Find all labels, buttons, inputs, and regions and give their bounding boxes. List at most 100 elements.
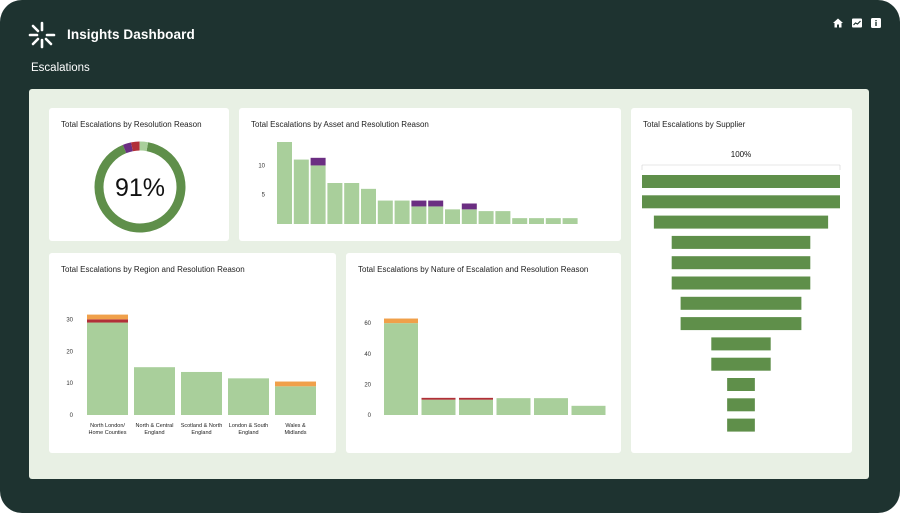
bar-segment-purple — [310, 157, 326, 166]
x-category-label: Midlands — [284, 430, 306, 436]
home-icon[interactable] — [832, 17, 844, 29]
y-tick-label: 20 — [364, 382, 371, 388]
x-category-label: Home Counties — [89, 430, 127, 436]
funnel-bar — [711, 357, 771, 371]
bar-segment — [181, 371, 222, 415]
donut-slice — [131, 141, 140, 152]
y-tick-label: 30 — [66, 317, 73, 323]
y-tick-label: 0 — [70, 413, 74, 419]
bar — [534, 398, 568, 415]
header-actions — [832, 17, 882, 29]
bar — [445, 209, 460, 224]
bar — [529, 218, 544, 224]
card-title: Total Escalations by Region and Resoluti… — [61, 265, 245, 274]
card-asset[interactable]: Total Escalations by Asset and Resolutio… — [239, 108, 621, 241]
info-icon[interactable] — [870, 17, 882, 29]
bar — [411, 206, 427, 224]
donut-chart: 91% — [94, 141, 186, 233]
bar — [277, 142, 292, 224]
bar — [459, 399, 493, 415]
bar — [377, 200, 393, 224]
bar — [496, 398, 531, 415]
x-category-label: England — [238, 430, 258, 436]
bar — [571, 405, 606, 415]
card-supplier[interactable]: Total Escalations by Supplier 100% — [631, 108, 852, 453]
funnel-bar — [711, 337, 771, 351]
bar-segment — [134, 367, 175, 415]
page-title: Escalations — [31, 62, 90, 74]
funnel-top-label: 100% — [731, 150, 751, 159]
bar — [344, 183, 360, 224]
nature-bar-chart: 0 20 40 60 — [364, 318, 606, 419]
chart-icon[interactable] — [851, 17, 863, 29]
bar — [361, 188, 376, 224]
y-tick-label: 0 — [368, 413, 372, 419]
x-category-label: Scotland & North — [181, 423, 223, 429]
app-title: Insights Dashboard — [67, 27, 195, 42]
funnel-bar — [727, 398, 755, 412]
bar — [461, 209, 477, 224]
card-nature[interactable]: Total Escalations by Nature of Escalatio… — [346, 253, 621, 453]
bar — [512, 218, 528, 224]
bar-segment-purple — [411, 200, 427, 207]
funnel-bar — [671, 235, 811, 249]
donut-slice — [139, 141, 149, 152]
bar-segment-purple — [428, 200, 444, 207]
funnel-bar — [653, 215, 829, 229]
asset-bar-chart: 5 10 — [258, 142, 578, 224]
funnel-bar — [642, 175, 840, 188]
y-tick-label: 20 — [66, 349, 73, 355]
bar — [384, 323, 418, 415]
x-category-label: North & Central — [136, 423, 174, 429]
bar-segment-orange — [384, 318, 418, 324]
card-title: Total Escalations by Supplier — [643, 120, 746, 129]
x-category-label: Wales & — [285, 423, 306, 429]
funnel-bar — [680, 296, 802, 310]
y-tick-label: 60 — [364, 321, 371, 327]
bar — [394, 200, 410, 224]
bar — [495, 211, 511, 224]
card-region[interactable]: Total Escalations by Region and Resoluti… — [49, 253, 336, 453]
bar — [428, 206, 444, 224]
donut-center-label: 91% — [115, 174, 165, 202]
funnel-bar — [671, 276, 811, 290]
bar-segment — [228, 378, 269, 415]
funnel-bar — [727, 418, 755, 432]
y-tick-label: 5 — [262, 193, 266, 199]
dashboard-canvas: Total Escalations by Resolution Reason 9… — [29, 89, 869, 479]
bar — [310, 165, 326, 224]
bar-segment-purple — [461, 203, 477, 210]
donut-slice — [122, 142, 133, 154]
logo-icon — [28, 21, 56, 49]
bar — [562, 218, 578, 224]
bar — [327, 183, 343, 224]
funnel-bar — [671, 256, 811, 270]
x-category-label: London & South — [229, 423, 268, 429]
y-tick-label: 10 — [66, 381, 73, 387]
bar — [545, 218, 561, 224]
card-title: Total Escalations by Resolution Reason — [61, 120, 202, 129]
region-bar-chart: 0 10 20 30 North London/Home Counties North &… — [66, 314, 316, 436]
bar — [293, 159, 309, 224]
x-category-label: England — [191, 430, 211, 436]
bar-segment — [275, 381, 316, 387]
supplier-funnel-chart: 100% — [641, 150, 841, 432]
donut-slice — [94, 142, 186, 233]
bar-segment — [275, 386, 316, 415]
bar-segment-red — [459, 397, 493, 400]
funnel-bar — [727, 378, 755, 391]
y-tick-label: 10 — [258, 163, 265, 169]
card-resolution-reason[interactable]: Total Escalations by Resolution Reason 9… — [49, 108, 229, 241]
funnel-bar — [680, 317, 802, 331]
card-title: Total Escalations by Asset and Resolutio… — [251, 120, 429, 129]
bar-segment — [87, 319, 128, 323]
x-category-label: North London/ — [90, 423, 125, 429]
bar-segment-red — [421, 397, 456, 400]
bar-segment — [87, 314, 128, 320]
card-title: Total Escalations by Nature of Escalatio… — [358, 265, 589, 274]
bar — [478, 211, 494, 224]
y-tick-label: 40 — [364, 352, 371, 358]
bar-segment — [87, 322, 128, 415]
funnel-bar — [642, 195, 840, 209]
